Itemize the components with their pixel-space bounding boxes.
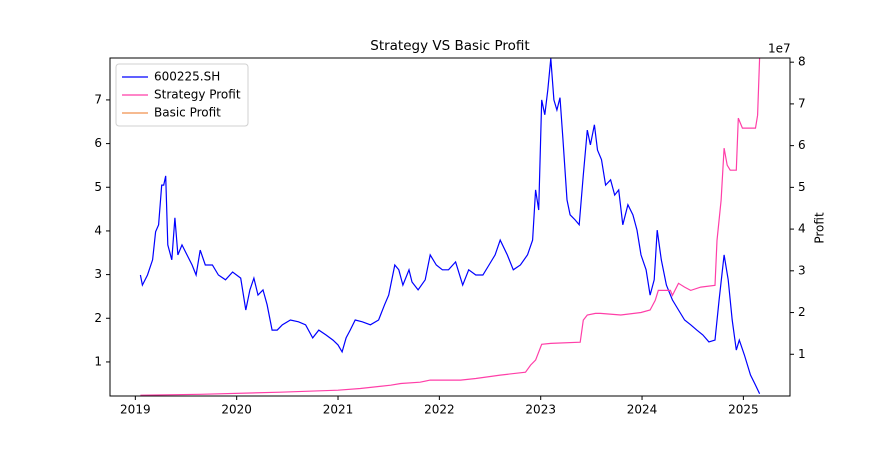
y-tick-label: 3	[94, 267, 102, 281]
y-tick-label: 6	[94, 136, 102, 150]
x-tick-label: 2024	[627, 403, 658, 417]
plot-frame	[109, 57, 791, 397]
y-tick-label: 1	[94, 354, 102, 368]
y2-tick-label: 4	[798, 222, 806, 236]
legend-label: Strategy Profit	[154, 88, 241, 102]
y-tick-label: 4	[94, 223, 102, 237]
x-tick-label: 2025	[728, 403, 759, 417]
y2-tick-label: 8	[798, 55, 806, 69]
x-tick-label: 2019	[120, 403, 151, 417]
x-tick-label: 2022	[424, 403, 455, 417]
legend-box	[115, 63, 249, 127]
chart-title: Strategy VS Basic Profit	[370, 38, 529, 54]
x-tick-label: 2023	[525, 403, 556, 417]
y-tick-label: 5	[94, 180, 102, 194]
y2-tick-label: 3	[798, 263, 806, 277]
y2-tick-label: 2	[798, 305, 806, 319]
series-line	[140, 58, 761, 396]
y-tick-label: 2	[94, 311, 102, 325]
legend: 600225.SH Strategy Profit Basic Profit	[115, 63, 249, 127]
y2-offset: 1e7	[768, 42, 791, 56]
y2-tick-label: 1	[798, 347, 806, 361]
y2-tick-label: 6	[798, 138, 806, 152]
x-tick-label: 2021	[323, 403, 354, 417]
series-line	[139, 58, 761, 395]
plot-area	[139, 58, 761, 396]
legend-label: 600225.SH	[154, 70, 220, 84]
y2-tick-label: 5	[798, 180, 806, 194]
y2-axis-label: Profit	[813, 212, 827, 244]
y-tick-label: 7	[94, 92, 102, 106]
legend-label: Basic Profit	[154, 106, 221, 120]
x-tick-label: 2020	[221, 403, 252, 417]
y2-tick-label: 7	[798, 96, 806, 110]
